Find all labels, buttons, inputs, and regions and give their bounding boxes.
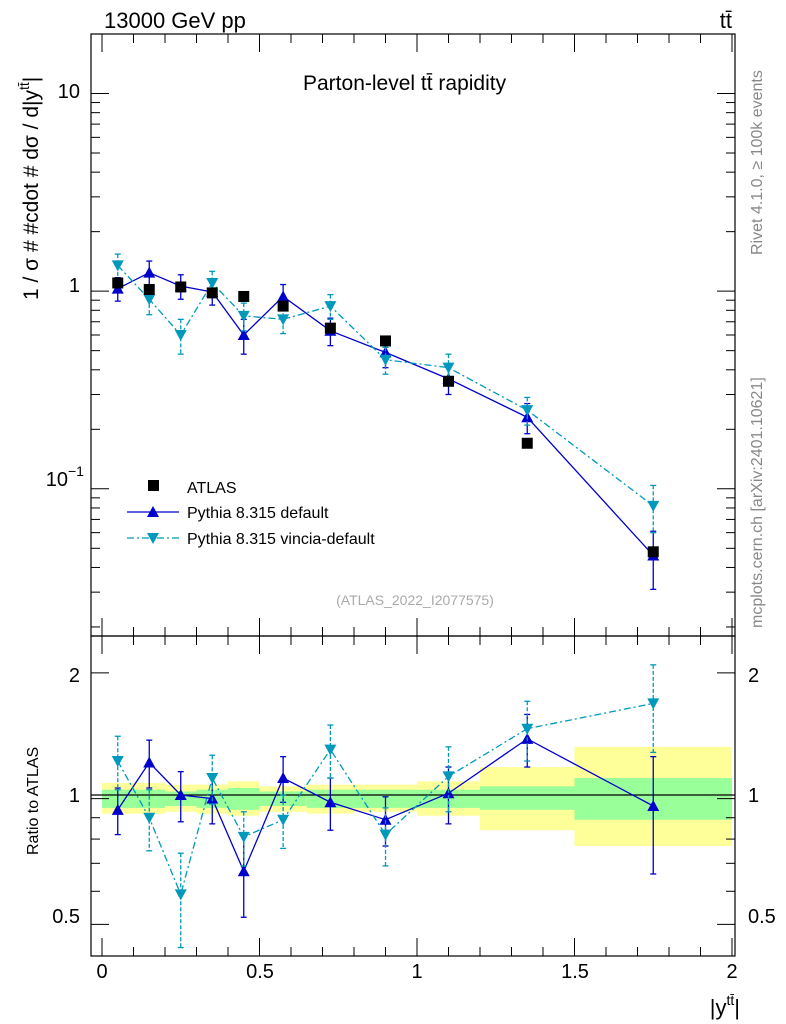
ratio-marker-pythia-8-315-vincia-default-7 (379, 829, 392, 841)
main-marker-pythia-8-315-default-1 (143, 266, 156, 278)
main-y-tick-label-0.1-exponent: −1 (68, 463, 84, 479)
main-y-axis-label-superscript: tt̄ (16, 82, 32, 90)
main-y-axis-label: 1 / σ # #cdot # dσ / d|ytt̄| (16, 77, 43, 300)
main-marker-atlas-1 (143, 283, 155, 295)
x-tick-label-1: 1 (411, 961, 422, 983)
legend-label-default: Pythia 8.315 default (187, 505, 329, 522)
main-marker-pythia-8-315-vincia-default-5 (277, 314, 290, 326)
legend-marker-default (147, 506, 159, 517)
ratio-axis-ticks (91, 636, 735, 956)
x-axis-label-text: |y (710, 995, 727, 1020)
main-marker-pythia-8-315-default-4 (237, 329, 250, 340)
main-marker-atlas-5 (277, 300, 289, 312)
main-axis-ticks (91, 33, 735, 636)
main-y-tick-label-0.1-base: 10 (46, 469, 68, 491)
legend-label-vincia: Pythia 8.315 vincia-default (187, 531, 375, 548)
main-y-tick-label-1: 1 (69, 275, 80, 297)
ratio-marker-pythia-8-315-default-6 (324, 796, 337, 808)
main-marker-atlas-0 (112, 277, 124, 289)
ratio-marker-pythia-8-315-vincia-default-6 (324, 744, 337, 756)
ratio-marker-pythia-8-315-vincia-default-4 (237, 831, 250, 843)
main-marker-pythia-8-315-vincia-default-6 (324, 301, 337, 313)
ratio-marker-pythia-8-315-vincia-default-1 (143, 812, 156, 824)
mcplots-label: mcplots.cern.ch [arXiv:2401.10621] (749, 377, 766, 628)
ratio-panel: 2 1 0.5 2 1 0.5 Ratio to ATLAS 0 0.5 1 1… (25, 635, 776, 1020)
main-marker-atlas-3 (206, 287, 218, 299)
legend-label-atlas: ATLAS (187, 480, 237, 497)
analysis-id: (ATLAS_2022_I2077575) (336, 592, 494, 608)
main-y-axis-label-end: | (20, 77, 43, 82)
main-marker-pythia-8-315-vincia-default-8 (442, 362, 455, 374)
ratio-marker-pythia-8-315-vincia-default-10 (647, 698, 660, 710)
main-marker-pythia-8-315-vincia-default-7 (379, 354, 392, 366)
rivet-version-label: Rivet 4.1.0, ≥ 100k events (749, 70, 766, 255)
ratio-y-tick-label-2-left: 2 (69, 665, 80, 687)
ratio-marker-pythia-8-315-default-7 (379, 813, 392, 825)
main-marker-pythia-8-315-vincia-default-2 (174, 330, 187, 341)
ratio-marker-pythia-8-315-default-4 (237, 865, 250, 877)
ratio-band-inner-9 (480, 786, 575, 810)
main-marker-atlas-6 (324, 322, 336, 334)
beam-label: 13000 GeV pp (104, 8, 246, 33)
x-axis-label-end: | (734, 995, 740, 1020)
ratio-marker-pythia-8-315-vincia-default-3 (206, 773, 219, 785)
ratio-marker-pythia-8-315-default-10 (647, 800, 660, 812)
ratio-marker-pythia-8-315-default-5 (277, 772, 290, 784)
ratio-y-tick-label-0.5-right: 0.5 (748, 906, 776, 928)
plot-title: Parton-level tt̄ rapidity (303, 72, 507, 95)
main-marker-atlas-8 (443, 375, 454, 387)
ratio-marker-pythia-8-315-vincia-default-9 (521, 723, 534, 735)
legend: ATLAS Pythia 8.315 default Pythia 8.315 … (127, 480, 375, 548)
main-line-pythia-8-315-vincia-default (117, 264, 654, 507)
ratio-marker-pythia-8-315-vincia-default-5 (277, 814, 290, 826)
main-y-axis-label-text: 1 / σ # #cdot # dσ / d|y (20, 90, 43, 300)
main-marker-atlas-2 (175, 281, 187, 293)
ratio-frame (90, 635, 736, 957)
main-marker-pythia-8-315-vincia-default-10 (647, 500, 660, 512)
main-marker-pythia-8-315-default-7 (379, 346, 392, 358)
process-label: tt̄ (720, 8, 732, 33)
ratio-y-tick-label-0.5-left: 0.5 (52, 906, 80, 928)
x-axis-label: |ytt̄| (710, 992, 740, 1020)
main-marker-atlas-7 (380, 335, 391, 347)
legend-marker-atlas (148, 480, 159, 491)
main-marker-atlas-9 (521, 437, 533, 449)
ratio-series-group (111, 664, 660, 949)
ratio-marker-pythia-8-315-vincia-default-8 (442, 771, 455, 783)
x-tick-label-0: 0 (96, 961, 107, 983)
ratio-marker-pythia-8-315-default-2 (174, 789, 187, 801)
main-marker-pythia-8-315-vincia-default-9 (521, 405, 534, 417)
ratio-marker-pythia-8-315-vincia-default-0 (111, 756, 124, 768)
x-tick-label-1.5: 1.5 (561, 961, 589, 983)
main-marker-pythia-8-315-default-5 (277, 290, 290, 302)
main-panel: 10 1 10 −1 1 / σ # #cdot # dσ / d|ytt̄| … (16, 33, 736, 637)
main-marker-pythia-8-315-vincia-default-0 (111, 260, 124, 272)
ratio-marker-pythia-8-315-vincia-default-2 (174, 889, 187, 901)
ratio-y-tick-label-1-left: 1 (69, 785, 80, 807)
legend-marker-vincia (147, 533, 159, 544)
ratio-y-axis-label: Ratio to ATLAS (25, 747, 42, 855)
x-tick-label-0.5: 0.5 (246, 961, 274, 983)
ratio-marker-pythia-8-315-default-0 (111, 803, 124, 815)
main-marker-atlas-10 (647, 546, 659, 558)
ratio-y-tick-label-2-right: 2 (748, 665, 759, 687)
main-marker-pythia-8-315-vincia-default-4 (237, 310, 250, 322)
main-y-tick-label-10: 10 (58, 81, 80, 103)
main-y-tick-label-0.1: 10 (46, 469, 68, 491)
main-marker-atlas-4 (238, 290, 250, 302)
ratio-y-tick-label-1-right: 1 (748, 785, 759, 807)
ratio-band-inner-4 (228, 788, 260, 810)
x-axis-label-superscript: tt̄ (727, 992, 735, 1008)
main-marker-pythia-8-315-vincia-default-3 (206, 277, 219, 289)
x-tick-label-2: 2 (726, 961, 737, 983)
main-series-group (111, 253, 660, 590)
ratio-marker-pythia-8-315-default-1 (143, 756, 156, 768)
main-marker-pythia-8-315-vincia-default-1 (143, 294, 156, 306)
